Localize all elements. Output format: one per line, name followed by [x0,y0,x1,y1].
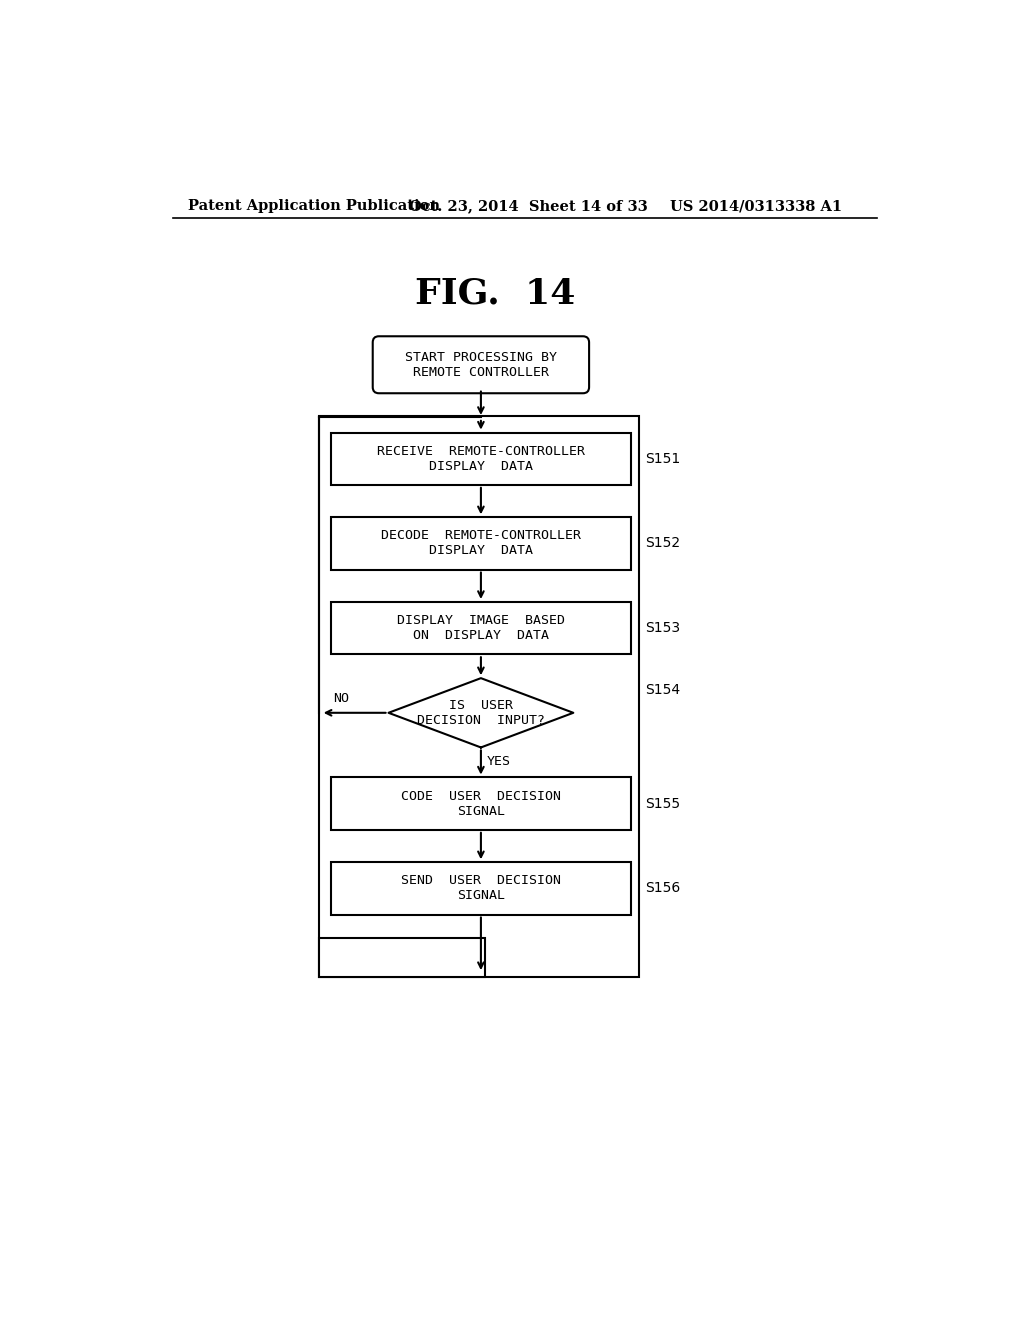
Bar [331,602,631,655]
Text: DECODE  REMOTE-CONTROLLER
DISPLAY  DATA: DECODE REMOTE-CONTROLLER DISPLAY DATA [381,529,581,557]
Text: S152: S152 [645,536,680,550]
Text: CODE  USER  DECISION
SIGNAL: CODE USER DECISION SIGNAL [401,789,561,817]
Text: FIG.  14: FIG. 14 [416,276,575,310]
Bar [331,777,631,830]
Text: IS  USER
DECISION  INPUT?: IS USER DECISION INPUT? [417,698,545,727]
Text: S155: S155 [645,797,680,810]
FancyBboxPatch shape [373,337,589,393]
Text: DISPLAY  IMAGE  BASED
ON  DISPLAY  DATA: DISPLAY IMAGE BASED ON DISPLAY DATA [397,614,565,642]
Text: S154: S154 [645,682,680,697]
Text: NO: NO [333,693,349,705]
Bar [331,517,631,570]
Bar [331,433,631,484]
Bar [331,862,631,915]
Text: YES: YES [487,755,511,768]
Text: START PROCESSING BY
REMOTE CONTROLLER: START PROCESSING BY REMOTE CONTROLLER [404,351,557,379]
Text: Patent Application Publication: Patent Application Publication [188,199,440,213]
Text: S153: S153 [645,622,680,635]
Text: S151: S151 [645,451,680,466]
Text: RECEIVE  REMOTE-CONTROLLER
DISPLAY  DATA: RECEIVE REMOTE-CONTROLLER DISPLAY DATA [377,445,585,473]
Text: Oct. 23, 2014  Sheet 14 of 33: Oct. 23, 2014 Sheet 14 of 33 [410,199,648,213]
Text: S156: S156 [645,882,680,895]
Text: SEND  USER  DECISION
SIGNAL: SEND USER DECISION SIGNAL [401,874,561,903]
Bar [319,939,484,977]
Bar [319,416,639,977]
Text: US 2014/0313338 A1: US 2014/0313338 A1 [670,199,842,213]
Polygon shape [388,678,573,747]
